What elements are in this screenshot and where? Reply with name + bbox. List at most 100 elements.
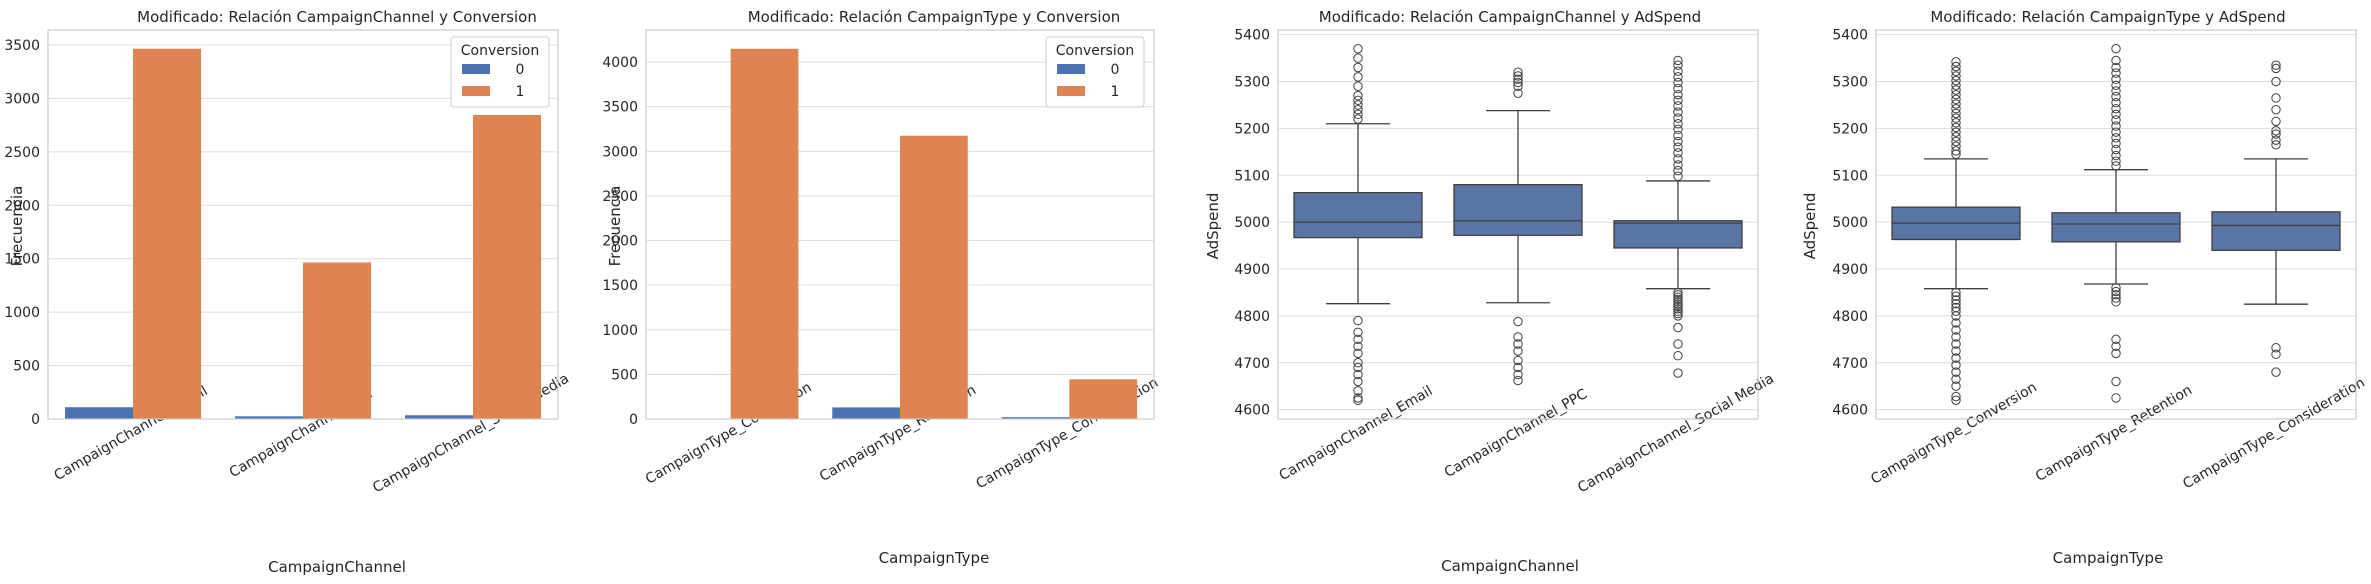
outlier-point [1353, 109, 1363, 120]
outlier-point [1513, 332, 1523, 342]
bar [405, 415, 473, 419]
outlier-point [1353, 348, 1363, 359]
box [1453, 184, 1583, 236]
outlier-point [1353, 95, 1363, 106]
outlier-point [1673, 304, 1683, 314]
outlier-point [1951, 80, 1961, 91]
x-axis-label: CampaignType [2053, 549, 2164, 567]
y-tick-label: 0 [629, 412, 638, 428]
outlier-point [2111, 286, 2121, 297]
y-tick-label: 3500 [4, 38, 40, 54]
outlier-point [2271, 104, 2281, 115]
legend-swatch [1057, 86, 1085, 96]
outlier-point [2111, 334, 2121, 345]
outlier-point [1353, 104, 1363, 115]
outlier-point [2111, 62, 2121, 73]
outlier-point [1951, 325, 1961, 335]
y-tick-label: 5200 [1832, 121, 1868, 137]
plot-frame [47, 29, 559, 420]
outlier-point [1673, 292, 1683, 302]
y-tick-label: 5200 [1234, 121, 1270, 137]
y-tick-label: 3500 [602, 100, 638, 116]
legend: Conversion 0 1 [1045, 36, 1145, 108]
outlier-point [1951, 99, 1961, 109]
outlier-point [1951, 57, 1961, 67]
outlier-point [1951, 295, 1961, 305]
outlier-point [2271, 349, 2281, 360]
outlier-point [1951, 66, 1961, 76]
legend-swatch [462, 64, 490, 74]
outlier-point [1353, 114, 1363, 124]
y-tick-label: 4600 [1234, 403, 1270, 419]
y-tick-label: 2500 [4, 145, 40, 161]
outlier-point [1513, 355, 1523, 366]
outlier-point [1353, 341, 1363, 352]
y-tick-label: 5300 [1832, 75, 1868, 91]
outlier-point [1353, 72, 1363, 82]
outlier-point [1951, 94, 1961, 105]
outlier-point [1513, 362, 1523, 373]
panel-type-adspend: Modificado: Relación CampaignType y AdSp… [1801, 8, 2368, 567]
outlier-point [1673, 306, 1683, 316]
outlier-point [1951, 61, 1961, 72]
outlier-point [2271, 367, 2281, 377]
plot-area: 460047004800490050005100520053005400Camp… [1234, 28, 1776, 497]
outlier-point [1673, 136, 1683, 147]
outlier-point [1951, 346, 1961, 356]
outlier-point [2111, 393, 2121, 403]
box [2211, 211, 2341, 251]
y-axis-label: Frecuencia [8, 186, 26, 267]
outlier-point [1951, 318, 1961, 328]
y-tick-label: 1500 [602, 278, 638, 294]
y-tick-label: 5400 [1234, 28, 1270, 44]
outlier-point [1951, 306, 1961, 316]
outlier-point [1673, 299, 1683, 309]
outlier-point [2111, 348, 2121, 359]
y-tick-label: 4700 [1234, 356, 1270, 372]
y-tick-label: 5100 [1832, 168, 1868, 184]
outlier-point [2271, 76, 2281, 87]
outlier-point [1951, 287, 1961, 298]
plot-frame [645, 29, 1155, 420]
outlier-point [2271, 129, 2281, 139]
y-tick-label: 5000 [1234, 215, 1270, 231]
outlier-point [2111, 144, 2121, 155]
panel-type-conversion: Modificado: Relación CampaignType y Conv… [602, 8, 1161, 567]
outlier-point [1673, 130, 1683, 141]
outlier-point [1951, 367, 1961, 377]
outlier-point [1353, 81, 1363, 91]
box [1613, 220, 1743, 249]
panel-channel-adspend: Modificado: Relación CampaignChannel y A… [1204, 8, 1777, 575]
outlier-point [1951, 108, 1961, 119]
y-tick-label: 3000 [4, 91, 40, 107]
y-axis-label: AdSpend [1204, 193, 1222, 260]
outlier-point [1353, 393, 1363, 403]
bar [65, 407, 133, 419]
outlier-point [1951, 71, 1961, 81]
outlier-point [1513, 81, 1523, 91]
outlier-point [2111, 97, 2121, 108]
outlier-point [1353, 369, 1363, 380]
legend-title: Conversion [461, 43, 540, 59]
outlier-point [1353, 62, 1363, 73]
bar [473, 114, 541, 419]
y-tick-label: 4900 [1234, 262, 1270, 278]
bar [730, 48, 799, 420]
bar [832, 407, 900, 419]
plot-frame [1875, 29, 2357, 420]
outlier-point [1673, 368, 1683, 378]
outlier-point [1673, 55, 1683, 66]
outlier-point [1353, 362, 1363, 373]
outlier-point [1513, 77, 1523, 88]
outlier-point [1673, 107, 1683, 117]
outlier-point [1951, 395, 1961, 405]
outlier-point [2111, 341, 2121, 352]
outlier-point [1951, 149, 1961, 159]
outlier-point [2111, 115, 2121, 125]
outlier-point [1951, 291, 1961, 301]
outlier-point [1951, 127, 1961, 137]
outlier-point [1353, 315, 1363, 326]
outlier-point [1513, 88, 1523, 98]
y-axis-label: Frecuencia [606, 186, 624, 267]
